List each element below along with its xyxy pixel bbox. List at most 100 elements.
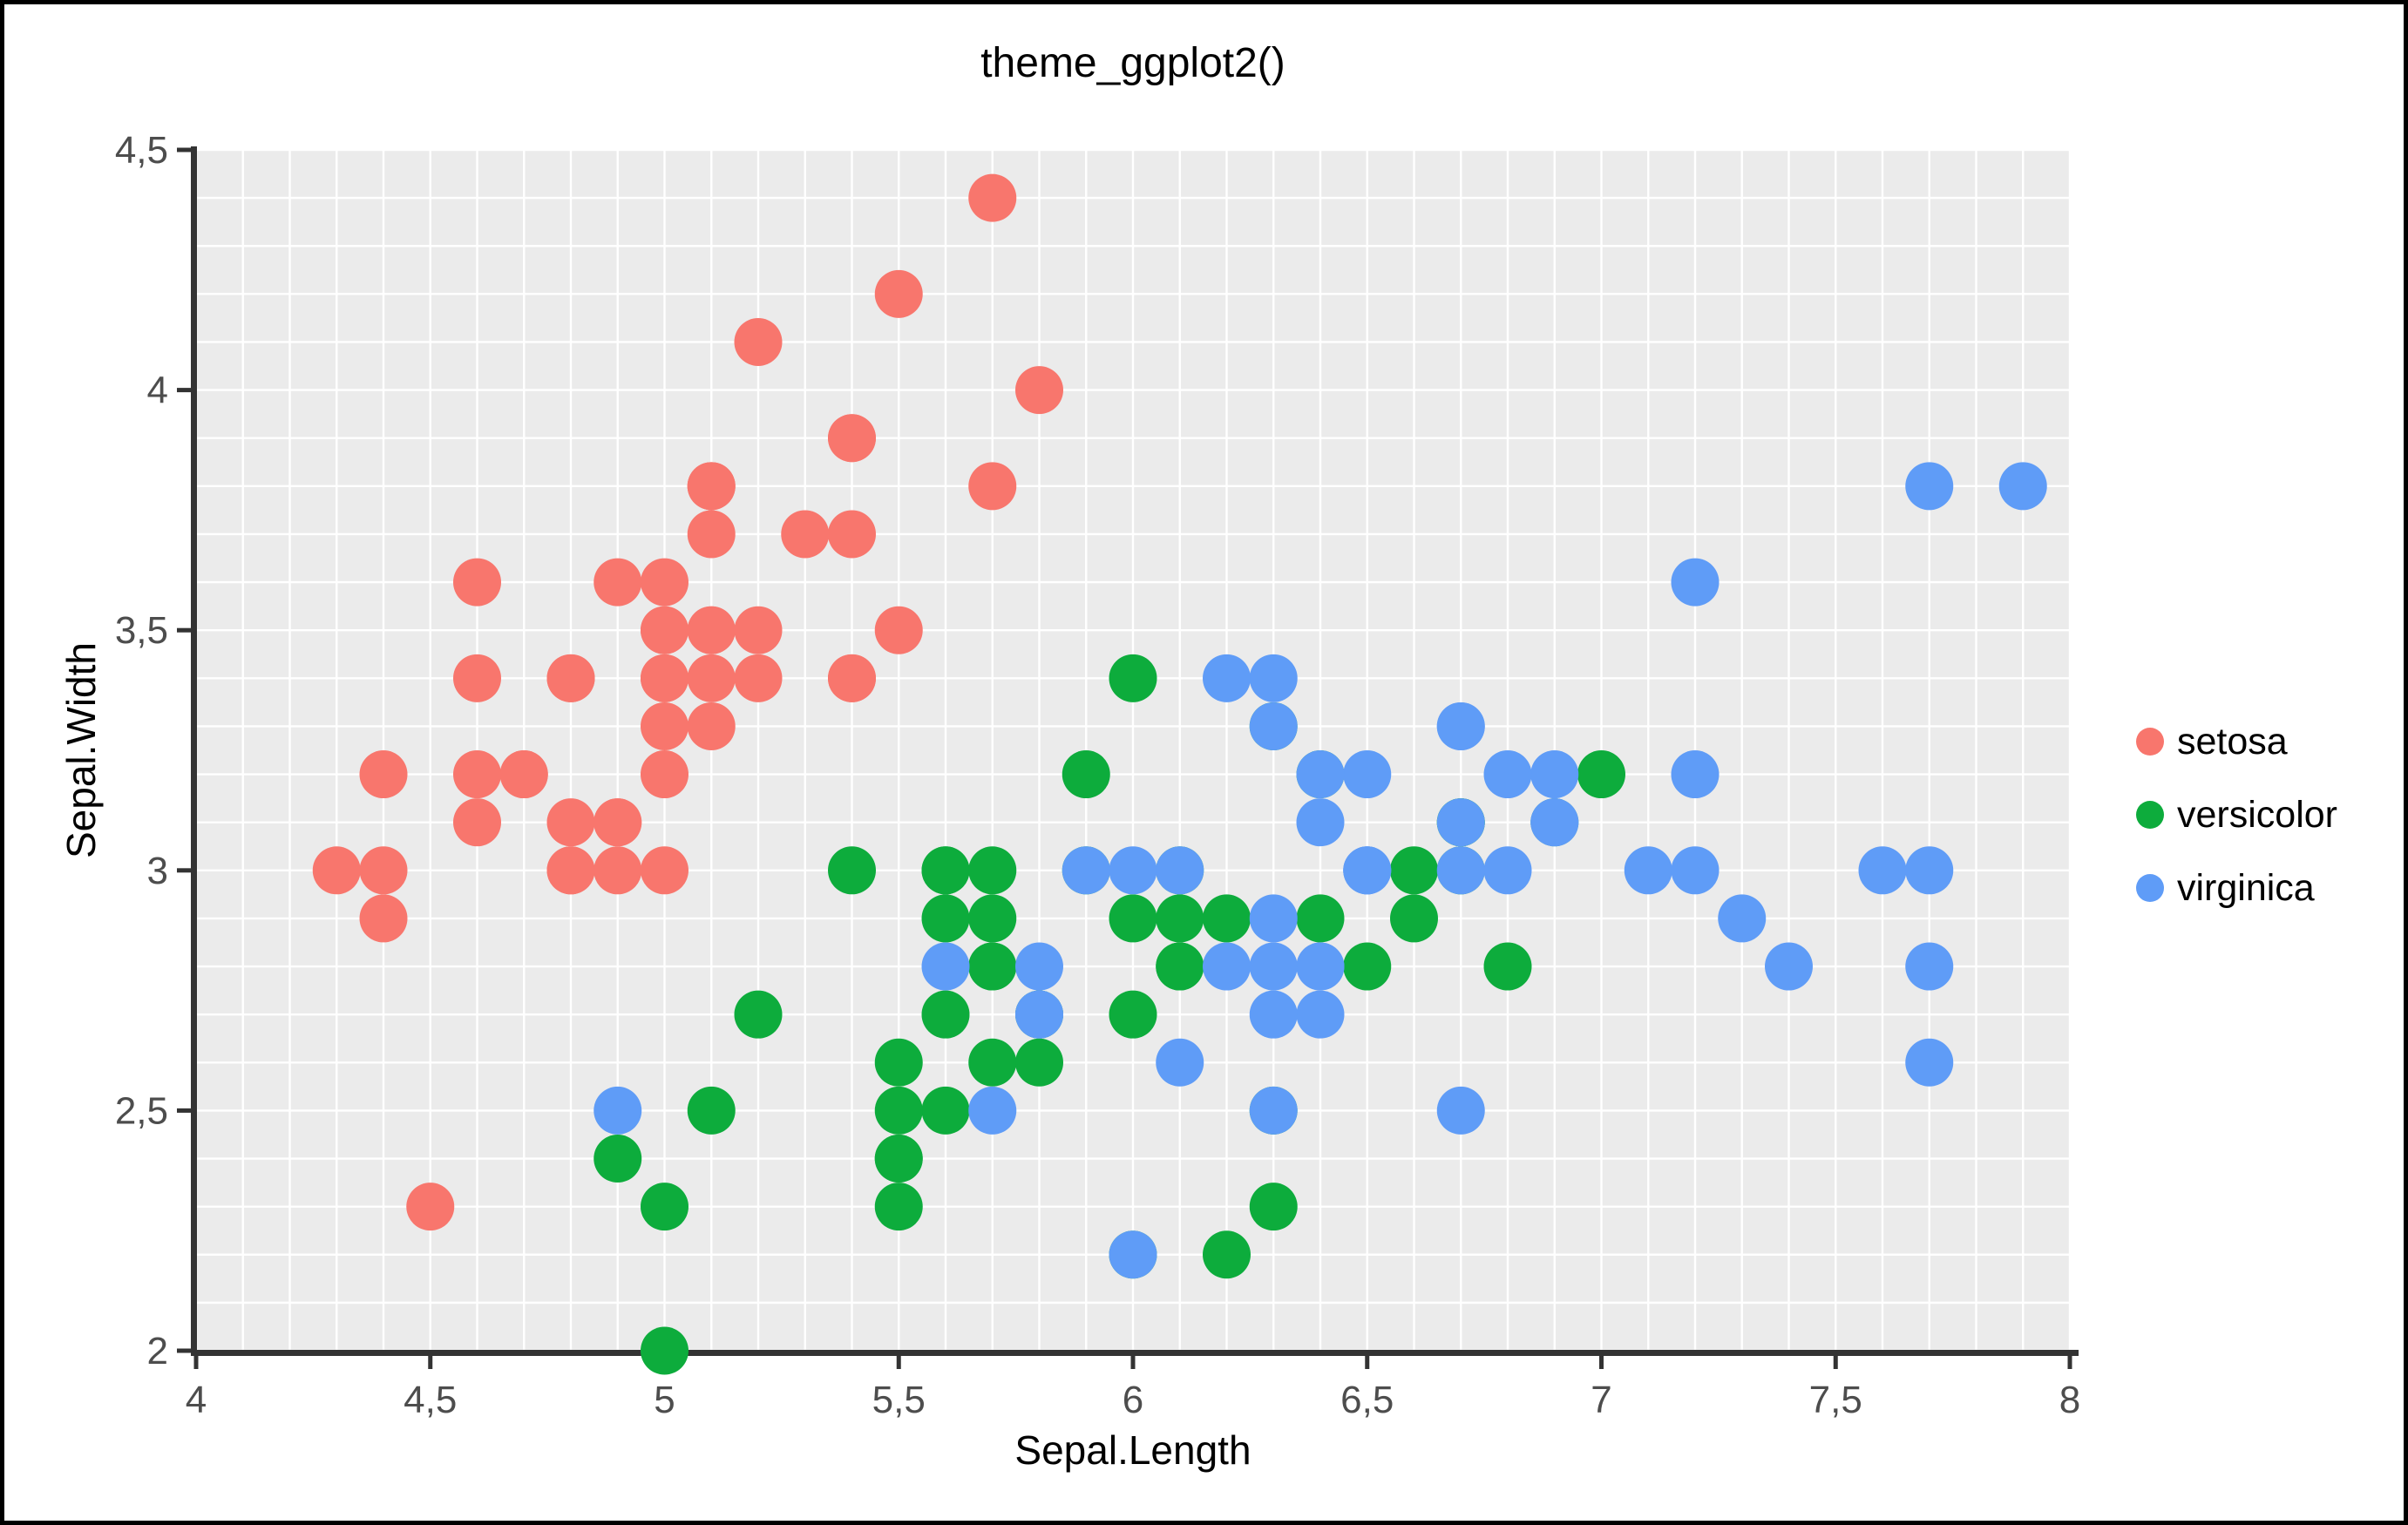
data-point [1156,942,1204,991]
data-point [453,654,501,702]
y-tick-mark [177,868,191,873]
data-point [1390,894,1438,943]
data-point [687,462,736,511]
data-point [1109,990,1157,1039]
data-point [1436,702,1485,750]
data-point [546,846,595,895]
x-tick-label: 6,5 [1340,1379,1394,1421]
x-tick-mark [2067,1355,2072,1369]
data-point [968,1038,1017,1087]
data-point [1905,1038,1954,1087]
circle-marker-icon [2136,874,2164,902]
x-tick-label: 7 [1591,1379,1611,1421]
data-point [641,606,688,654]
x-tick-mark [896,1355,901,1369]
data-point [921,894,970,943]
y-tick-mark [177,627,191,633]
data-point [1483,942,1532,991]
data-point [1203,654,1251,702]
data-point [1249,702,1298,750]
data-point [1015,942,1063,991]
data-point [641,558,688,607]
data-point [641,654,688,702]
data-point [359,846,408,895]
data-point [687,702,736,750]
data-point [1203,894,1251,943]
data-point [1249,1086,1298,1135]
data-point [1296,990,1345,1039]
y-tick-label: 3,5 [115,609,168,652]
data-point [1530,750,1579,799]
data-point [453,798,501,847]
x-tick-mark [193,1355,199,1369]
data-point [594,798,642,847]
data-point [828,654,876,702]
data-point [1671,558,1720,607]
circle-marker-icon [2136,801,2164,829]
data-point [734,606,783,654]
y-tick-label: 2 [147,1330,168,1372]
data-point [1671,750,1720,799]
data-point [874,1135,923,1183]
data-point [1296,942,1345,991]
data-point [1296,798,1345,847]
data-point [828,846,876,895]
data-point [1530,798,1579,847]
data-point [641,1326,688,1375]
data-point [1109,654,1157,702]
data-point [1015,366,1063,415]
data-point [1109,846,1157,895]
legend-item: virginica [2136,864,2337,912]
y-tick-mark [177,388,191,393]
data-point [687,654,736,702]
data-point [594,846,642,895]
data-point [968,173,1017,222]
data-point [968,1086,1017,1135]
data-point [1671,846,1720,895]
data-point [1015,990,1063,1039]
y-tick-mark [177,1348,191,1353]
data-point [1483,750,1532,799]
data-point [1436,1086,1485,1135]
x-tick-mark [1130,1355,1136,1369]
data-point [1203,942,1251,991]
data-point [828,510,876,559]
x-tick-label: 4 [186,1379,207,1421]
legend: setosa versicolor virginica [2136,717,2337,912]
data-point [687,606,736,654]
data-point [594,1135,642,1183]
data-point [1905,462,1954,511]
x-axis-line [191,1350,2079,1356]
scatter-plot-canvas: 4 4,5 5 5,5 6 6,5 7 7,5 8 2 2,5 3 3,5 4 4,5 [115,129,2080,1421]
data-point [1343,750,1392,799]
x-axis-title: Sepal.Length [1014,1427,1251,1473]
x-tick-label: 4,5 [404,1379,457,1421]
data-point [874,1038,923,1087]
data-point [828,414,876,463]
data-point [1249,654,1298,702]
data-point [734,317,783,366]
data-point [687,510,736,559]
data-point [1718,894,1767,943]
plot-title: theme_ggplot2() [980,40,1285,86]
data-point [359,750,408,799]
data-point [546,654,595,702]
x-tick-label: 6 [1123,1379,1143,1421]
data-point [641,1183,688,1231]
data-point [968,942,1017,991]
data-point [1624,846,1672,895]
data-point [359,894,408,943]
x-tick-label: 5,5 [872,1379,926,1421]
data-point [1998,462,2047,511]
data-point [1203,1230,1251,1279]
data-point [968,894,1017,943]
x-tick-mark [1599,1355,1604,1369]
data-point [1483,846,1532,895]
y-axis-title: Sepal.Width [58,641,104,859]
data-point [921,846,970,895]
data-point [1249,990,1298,1039]
data-point [921,1086,970,1135]
data-point [874,269,923,318]
circle-marker-icon [2136,728,2164,756]
data-point [968,462,1017,511]
